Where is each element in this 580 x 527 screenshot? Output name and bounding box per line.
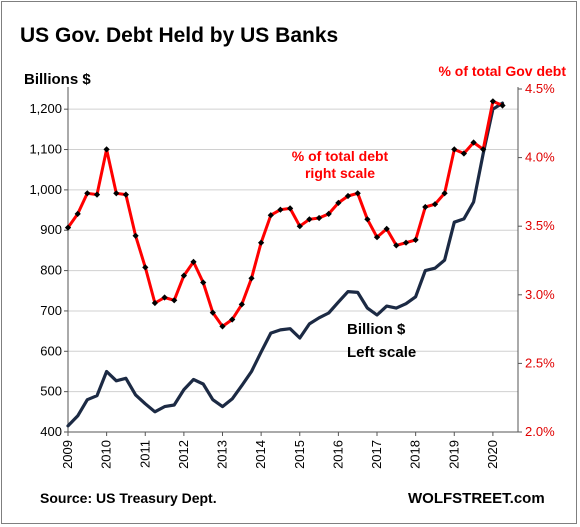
left-tick-label: 1,000 <box>29 182 62 197</box>
percent-data-point <box>103 146 110 153</box>
percent-data-point <box>122 191 130 198</box>
x-tick-label: 2011 <box>137 440 152 468</box>
left-tick-label: 600 <box>40 343 62 358</box>
right-tick-label: 3.5% <box>525 218 555 233</box>
x-tick-label: 2010 <box>99 440 114 469</box>
chart-title: US Gov. Debt Held by US Banks <box>20 24 339 47</box>
percent-data-point <box>93 191 101 198</box>
x-tick-label: 2016 <box>330 440 345 469</box>
billions-annotation-line1: Billion $ <box>347 321 406 338</box>
percent-data-point <box>161 294 168 301</box>
percent-data-point <box>113 190 120 197</box>
percent-annotation-line1: % of total debt <box>292 148 389 164</box>
x-tick-label: 2015 <box>292 440 307 469</box>
percent-annotation-line2: right scale <box>305 165 375 181</box>
right-tick-label: 3.0% <box>525 287 555 302</box>
x-tick-label: 2012 <box>176 440 191 469</box>
x-tick-label: 2018 <box>408 440 423 469</box>
percent-data-point <box>74 210 81 218</box>
x-tick-label: 2014 <box>253 440 268 469</box>
left-tick-label: 1,200 <box>29 101 62 116</box>
left-axis-label: Billions $ <box>24 71 91 88</box>
right-tick-label: 2.5% <box>525 355 555 370</box>
left-axis-ticks: 400 500 600 700 800 900 1,000 1,100 1,200 <box>29 101 68 439</box>
right-tick-label: 2.0% <box>525 424 555 439</box>
x-tick-label: 2009 <box>60 440 75 469</box>
brand-label: WOLFSTREET.com <box>408 490 545 507</box>
percent-data-point <box>84 190 91 197</box>
right-axis-ticks: 2.0% 2.5% 3.0% 3.5% 4.0% 4.5% <box>518 81 555 439</box>
billions-annotation-line2: Left scale <box>347 344 416 361</box>
x-tick-label: 2013 <box>215 440 230 469</box>
source-note: Source: US Treasury Dept. <box>40 490 217 506</box>
right-tick-label: 4.5% <box>525 81 555 96</box>
x-tick-label: 2017 <box>369 440 384 469</box>
left-tick-label: 400 <box>40 424 62 439</box>
x-tick-label: 2019 <box>446 440 461 469</box>
billions-series-line <box>66 101 505 428</box>
x-axis-ticks: 2009 2010 2011 2012 2013 2014 2015 2016 2017 2018… <box>60 432 500 469</box>
left-tick-label: 700 <box>40 303 62 318</box>
x-tick-label: 2020 <box>485 440 500 469</box>
right-axis-label: % of total Gov debt <box>438 63 566 79</box>
left-tick-label: 900 <box>40 222 62 237</box>
left-tick-label: 800 <box>40 263 62 278</box>
axes <box>67 87 519 433</box>
left-tick-label: 500 <box>40 384 62 399</box>
percent-series-line <box>66 99 504 328</box>
series <box>64 98 506 428</box>
left-tick-label: 1,100 <box>29 142 62 157</box>
right-tick-label: 4.0% <box>525 150 555 165</box>
